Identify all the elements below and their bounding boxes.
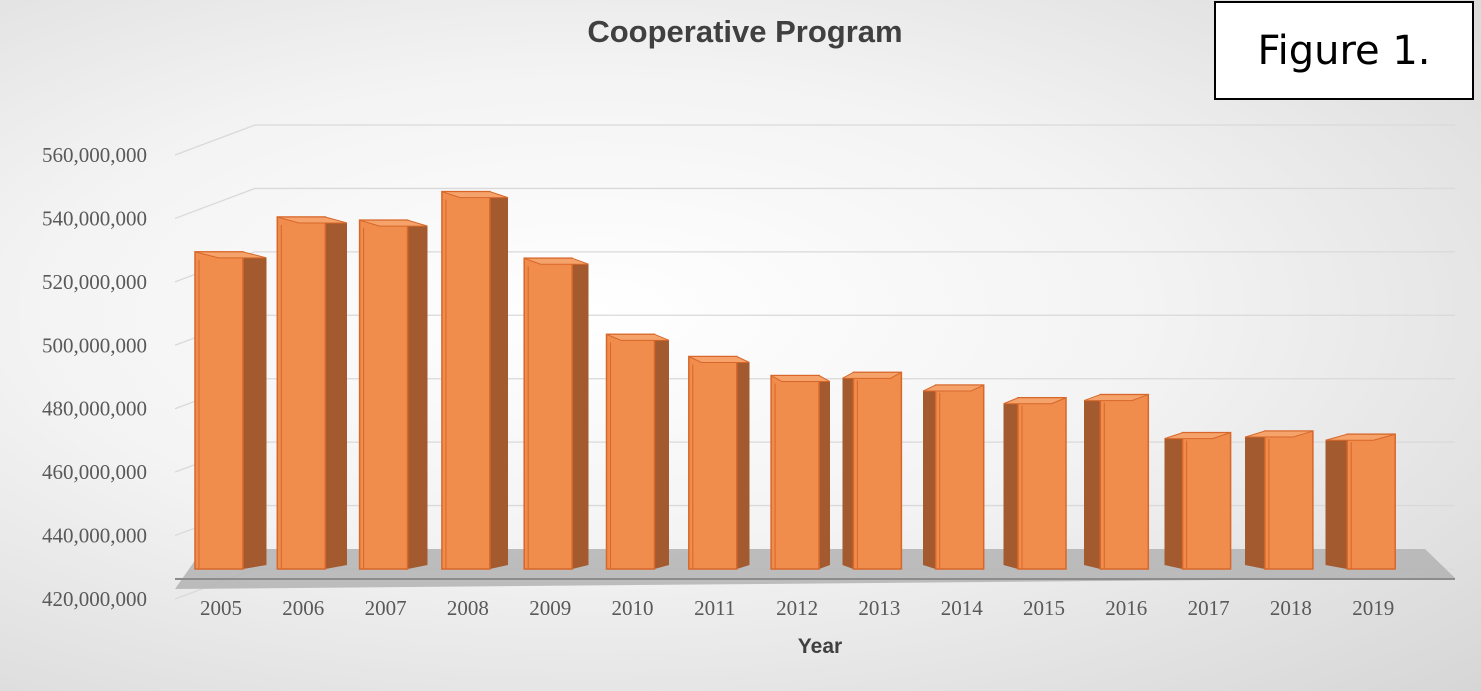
- bar-2010: [605, 333, 670, 570]
- x-tick-label: 2016: [1105, 596, 1147, 620]
- x-tick-label: 2015: [1023, 596, 1065, 620]
- y-tick-label: 480,000,000: [42, 397, 147, 421]
- gridline: [174, 124, 1455, 156]
- chart-title: Cooperative Program: [587, 14, 903, 49]
- x-tick-label: 2008: [447, 596, 489, 620]
- y-tick-label: 460,000,000: [42, 460, 147, 484]
- x-tick-label: 2007: [365, 596, 407, 620]
- bar-2017: [1164, 431, 1232, 570]
- y-tick-label: 440,000,000: [42, 524, 147, 548]
- bars: [194, 190, 1396, 570]
- bar-2011: [688, 355, 750, 570]
- y-tick-label: 520,000,000: [42, 270, 147, 294]
- bar-2007: [358, 219, 428, 570]
- y-tick-label: 420,000,000: [42, 587, 147, 611]
- y-tick-label: 500,000,000: [42, 333, 147, 357]
- x-tick-label: 2014: [941, 596, 984, 620]
- bar-2009: [523, 257, 589, 570]
- bar-2013: [842, 371, 903, 570]
- bar-2015: [1003, 396, 1067, 570]
- x-tick-label: 2005: [200, 596, 242, 620]
- gridline: [174, 187, 1455, 220]
- bar-2005: [194, 251, 267, 570]
- bar-2016: [1083, 393, 1150, 570]
- x-tick-label: 2019: [1352, 596, 1394, 620]
- y-axis-ticks: 420,000,000 440,000,000 460,000,000 480,000…: [42, 143, 147, 611]
- bar-2012: [770, 374, 831, 570]
- x-tick-label: 2012: [776, 596, 818, 620]
- x-tick-label: 2009: [529, 596, 571, 620]
- bar-2018: [1244, 430, 1314, 570]
- x-tick-label: 2011: [694, 596, 735, 620]
- bar-2014: [922, 384, 985, 570]
- y-tick-label: 540,000,000: [42, 206, 147, 230]
- x-tick-label: 2013: [858, 596, 900, 620]
- bar-2008: [441, 190, 509, 570]
- x-tick-label: 2010: [612, 596, 654, 620]
- bar-2006: [276, 216, 348, 570]
- figure-label: Figure 1.: [1214, 1, 1474, 100]
- x-tick-label: 2018: [1270, 596, 1312, 620]
- x-tick-label: 2006: [282, 596, 324, 620]
- y-tick-label: 560,000,000: [42, 143, 147, 167]
- x-axis-title: Year: [798, 635, 842, 658]
- bar-2019: [1325, 433, 1396, 570]
- x-tick-label: 2017: [1188, 596, 1230, 620]
- x-axis-ticks: 2005 2006 2007 2008 2009 2010 2011 2012 2013 2014…: [200, 596, 1394, 620]
